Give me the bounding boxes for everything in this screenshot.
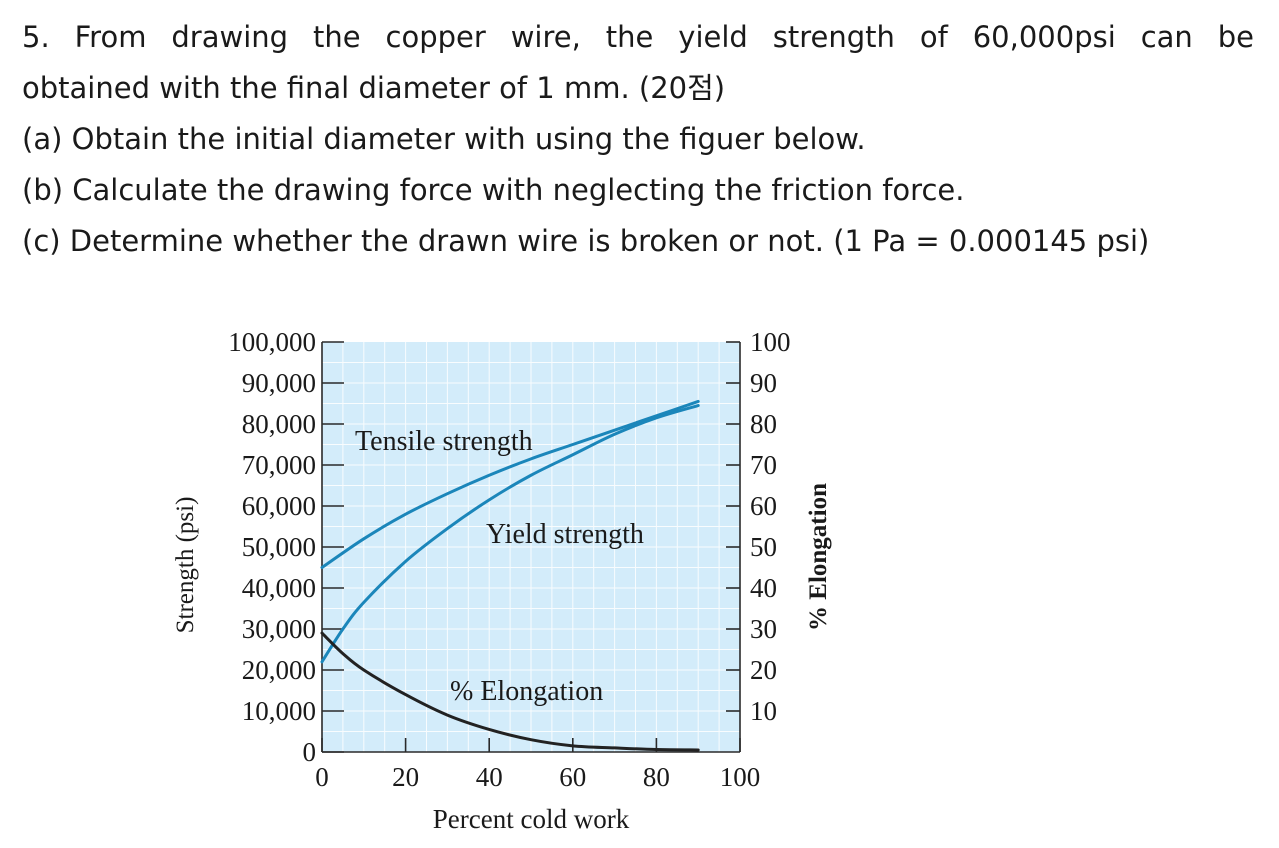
elongation-line (320, 631, 700, 752)
x-axis-label: Percent cold work (433, 804, 630, 834)
yield-strength-label: Yield strength (486, 519, 644, 550)
y-tick-label-left: 90,000 (242, 368, 316, 398)
grid-lines (322, 342, 740, 752)
x-tick-label: 20 (392, 762, 419, 792)
x-tick-label: 60 (559, 762, 586, 792)
tensile-strength-label: Tensile strength (355, 426, 533, 457)
y-tick-label-left: 30,000 (242, 614, 316, 644)
y-tick-label-right: 60 (750, 491, 777, 521)
question-part-c: (c) Determine whether the drawn wire is … (22, 224, 1150, 258)
yield-strength-line (320, 404, 700, 664)
x-tick-label: 0 (315, 762, 329, 792)
y-tick-label-left: 80,000 (242, 409, 316, 439)
question-part-b: (b) Calculate the drawing force with neg… (22, 173, 965, 207)
y-tick-label-left: 70,000 (242, 450, 316, 480)
question-part-a: (a) Obtain the initial diameter with usi… (22, 122, 866, 156)
y-tick-label-left: 60,000 (242, 491, 316, 521)
question-text: 5. From drawing the copper wire, the yie… (22, 12, 1254, 267)
y-tick-label-right: 10 (750, 696, 777, 726)
y-tick-label-left: 100,000 (228, 327, 316, 357)
elongation-label: % Elongation (450, 676, 603, 707)
y-tick-label-right: 30 (750, 614, 777, 644)
y-tick-label-right: 100 (750, 327, 791, 357)
question-line-2: obtained with the final diameter of 1 mm… (22, 71, 726, 105)
y-tick-label-left: 0 (303, 737, 317, 767)
y-tick-label-left: 20,000 (242, 655, 316, 685)
y-axis-label-right: % Elongation (805, 483, 832, 631)
y-tick-label-right: 70 (750, 450, 777, 480)
tensile-strength-line (320, 399, 700, 569)
x-tick-label: 40 (476, 762, 503, 792)
y-tick-label-right: 20 (750, 655, 777, 685)
y-tick-label-left: 10,000 (242, 696, 316, 726)
y-tick-label-left: 50,000 (242, 532, 316, 562)
y-tick-label-right: 80 (750, 409, 777, 439)
x-tick-label: 80 (643, 762, 670, 792)
y-tick-label-left: 40,000 (242, 573, 316, 603)
y-tick-label-right: 90 (750, 368, 777, 398)
y-tick-label-right: 50 (750, 532, 777, 562)
y-tick-label-right: 40 (750, 573, 777, 603)
y-axis-label-left: Strength (psi) (172, 497, 199, 634)
x-tick-label: 100 (720, 762, 761, 792)
question-line-1: 5. From drawing the copper wire, the yie… (22, 20, 1254, 54)
